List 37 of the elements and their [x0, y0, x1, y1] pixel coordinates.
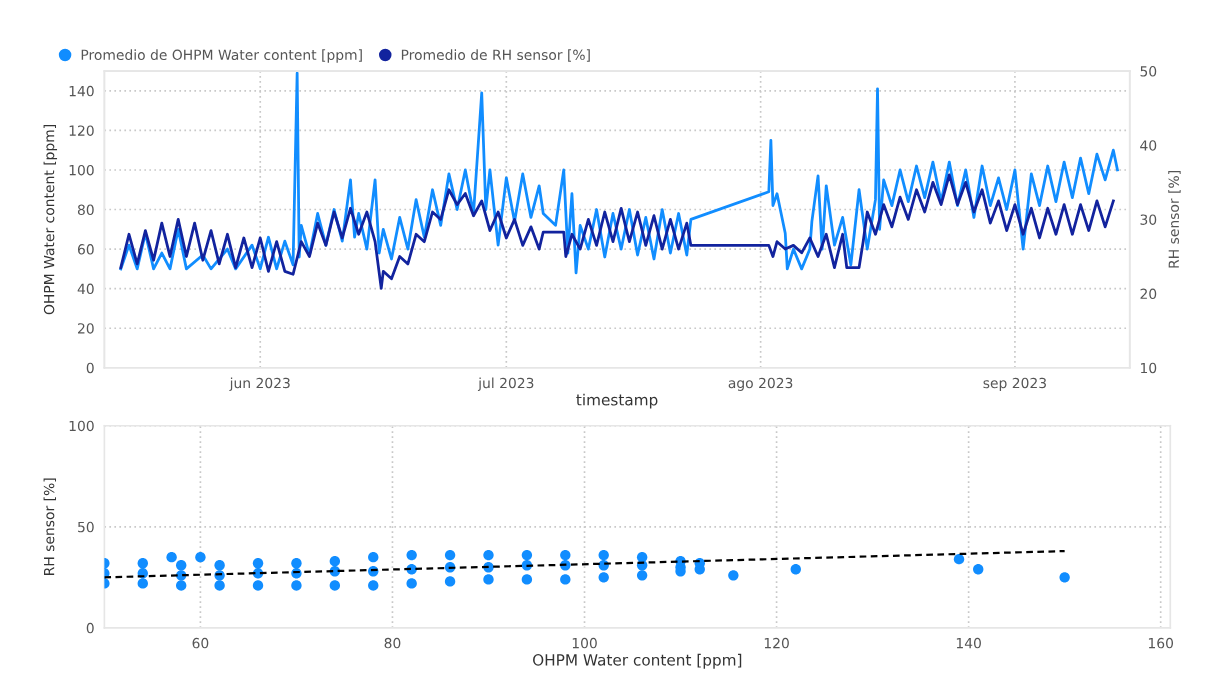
point	[214, 580, 225, 591]
point	[728, 570, 739, 581]
point	[444, 576, 456, 587]
point	[406, 549, 417, 561]
point	[1059, 572, 1070, 583]
point	[598, 549, 609, 561]
point	[176, 580, 187, 591]
point	[195, 551, 206, 563]
point	[598, 572, 609, 583]
point	[368, 580, 379, 591]
point	[636, 551, 648, 563]
point	[368, 551, 379, 563]
point	[444, 549, 456, 561]
point	[166, 551, 177, 563]
line-series	[119, 71, 1119, 275]
point	[521, 574, 533, 585]
point	[953, 553, 965, 565]
point	[790, 564, 801, 575]
point	[483, 574, 494, 585]
point	[483, 549, 494, 561]
point	[521, 549, 533, 561]
point	[291, 580, 302, 591]
point	[973, 564, 984, 575]
point	[137, 558, 148, 569]
point	[137, 578, 148, 589]
point	[252, 558, 264, 569]
point	[252, 580, 264, 591]
point	[560, 574, 571, 585]
point	[329, 555, 341, 567]
point	[406, 578, 417, 589]
point	[636, 570, 648, 581]
point	[214, 560, 225, 571]
point	[329, 580, 341, 591]
point	[291, 558, 302, 569]
point	[176, 560, 187, 571]
line-series	[119, 173, 1115, 290]
point	[560, 549, 571, 561]
